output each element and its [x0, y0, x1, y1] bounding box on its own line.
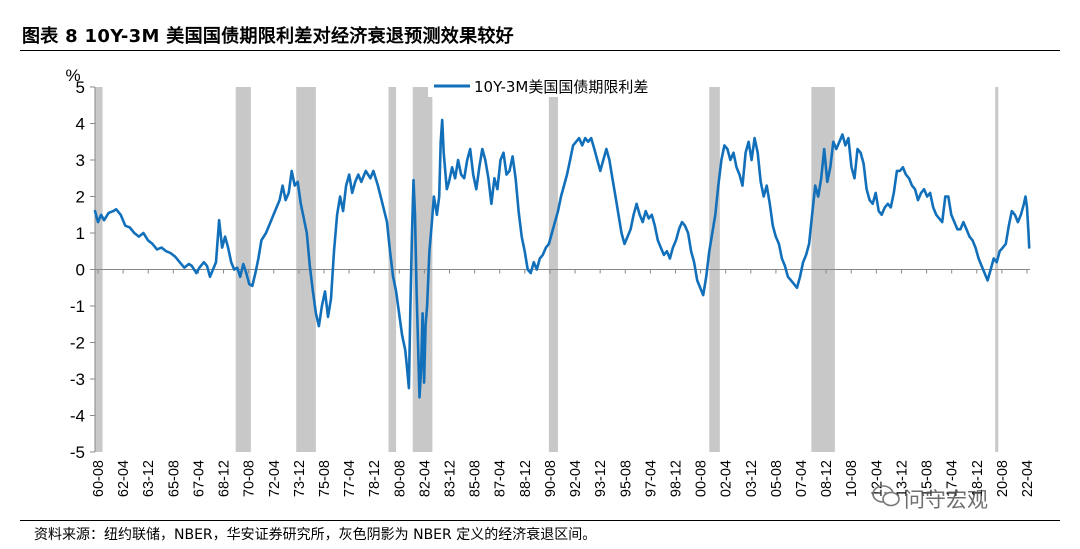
y-tick-label: -3 — [70, 370, 85, 389]
x-tick-label: 63-12 — [141, 460, 157, 497]
series — [93, 118, 1031, 399]
y-tick-label: -1 — [70, 297, 85, 316]
title-rule — [20, 50, 1060, 51]
x-tick-label: 73-12 — [292, 460, 308, 497]
x-tick-label: 92-04 — [568, 460, 584, 497]
x-tick-label: 77-04 — [342, 460, 358, 497]
x-tick-label: 17-04 — [945, 460, 961, 497]
x-tick-label: 02-04 — [719, 460, 735, 497]
x-tick-label: 60-08 — [91, 460, 107, 497]
x-tick-label: 78-12 — [367, 460, 383, 497]
x-tick-label: 95-08 — [618, 460, 634, 497]
series-line-0 — [93, 118, 1031, 399]
y-tick-label: -5 — [70, 443, 85, 462]
legend-label: 10Y-3M美国国债期限利差 — [474, 78, 648, 96]
x-tick-label: 90-08 — [543, 460, 559, 497]
source-note: 资料来源：纽约联储，NBER，华安证券研究所，灰色阴影为 NBER 定义的经济衰… — [34, 527, 597, 543]
y-tick-label: -2 — [70, 334, 85, 353]
y-tick-label: -4 — [70, 407, 85, 426]
x-tick-label: 98-12 — [668, 460, 684, 497]
y-axis-unit: % — [65, 66, 80, 85]
y-tick-label: 4 — [76, 115, 85, 134]
axes: 5 4 3 2 1 0 -1 -2 -3 -4 -5% 60-08 62-04 63-12 65-08 67-… — [65, 66, 1036, 497]
x-tick-label: 65-08 — [166, 460, 182, 497]
x-tick-label: 75-08 — [317, 460, 333, 497]
x-tick-label: 80-08 — [392, 460, 408, 497]
x-tick-label: 22-04 — [1020, 460, 1036, 497]
watermark: 问守宏观 — [904, 488, 988, 512]
x-tick-label: 70-08 — [242, 460, 258, 497]
x-tick-label: 12-04 — [869, 460, 885, 497]
x-tick-label: 87-04 — [493, 460, 509, 497]
y-tick-label: 2 — [76, 188, 85, 207]
x-tick-label: 00-08 — [694, 460, 710, 497]
x-tick-label: 08-12 — [819, 460, 835, 497]
x-tick-label: 13-12 — [894, 460, 910, 497]
x-tick-label: 20-08 — [995, 460, 1011, 497]
y-tick-label: 3 — [76, 151, 85, 170]
source-rule — [20, 520, 1060, 521]
x-tick-label: 18-12 — [970, 460, 986, 497]
y-tick-label: 0 — [76, 261, 85, 280]
x-tick-label: 10-08 — [844, 460, 860, 497]
x-tick-label: 62-04 — [116, 460, 132, 497]
x-tick-label: 68-12 — [217, 460, 233, 497]
x-tick-label: 07-04 — [794, 460, 810, 497]
x-tick-label: 82-04 — [417, 460, 433, 497]
x-tick-label: 85-08 — [468, 460, 484, 497]
x-tick-label: 83-12 — [443, 460, 459, 497]
figure-title: 图表 8 10Y-3M 美国国债期限利差对经济衰退预测效果较好 — [22, 26, 514, 47]
x-tick-label: 03-12 — [744, 460, 760, 497]
x-tick-label: 67-04 — [191, 460, 207, 497]
legend-box — [428, 73, 690, 97]
x-tick-label: 72-04 — [267, 460, 283, 497]
y-tick-label: 1 — [76, 224, 85, 243]
x-tick-label: 15-08 — [920, 460, 936, 497]
x-tick-label: 97-04 — [643, 460, 659, 497]
x-tick-label: 93-12 — [593, 460, 609, 497]
legend: 10Y-3M美国国债期限利差 — [428, 73, 690, 97]
x-tick-label: 05-08 — [769, 460, 785, 497]
y-tick-label: 5 — [76, 78, 85, 97]
watermark-chat-icon — [872, 485, 900, 507]
x-tick-label: 88-12 — [518, 460, 534, 497]
